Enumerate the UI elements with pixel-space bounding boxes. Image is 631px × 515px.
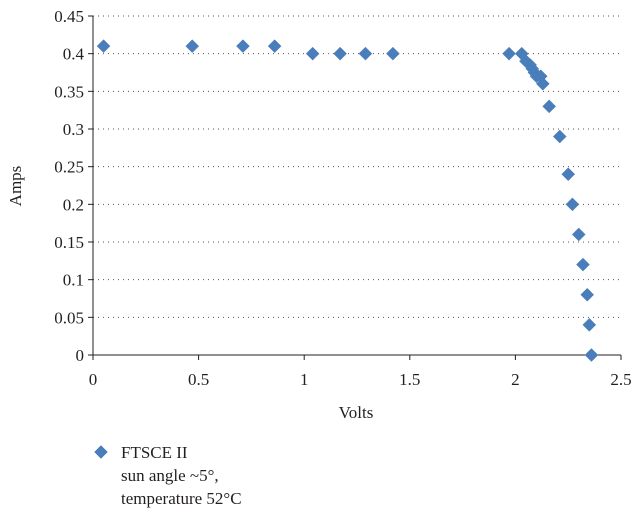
data-point <box>561 167 576 182</box>
x-tick-label: 0.5 <box>188 370 209 389</box>
y-tick-label: 0.25 <box>54 158 84 177</box>
legend-label-line: sun angle ~5°, <box>121 466 219 485</box>
data-point <box>565 197 580 212</box>
y-tick-label: 0.45 <box>54 7 84 26</box>
y-axis-title: Amps <box>6 166 25 207</box>
x-tick-label: 2.5 <box>610 370 631 389</box>
y-tick-label: 0.2 <box>63 195 84 214</box>
data-point <box>333 46 347 61</box>
y-tick-label: 0 <box>76 346 85 365</box>
data-point <box>305 46 320 61</box>
axes <box>88 15 622 360</box>
x-tick-label: 1.5 <box>399 370 420 389</box>
data-points <box>96 39 599 362</box>
data-point <box>571 227 586 242</box>
data-point <box>267 39 282 53</box>
y-tick-label: 0.35 <box>54 82 84 101</box>
data-point <box>502 46 516 61</box>
grid-lines <box>93 15 621 318</box>
x-tick-label: 2 <box>511 370 520 389</box>
data-point <box>542 99 557 114</box>
legend-label-line: temperature 52°C <box>121 489 242 508</box>
y-tick-label: 0.4 <box>63 45 85 64</box>
legend-label-line: FTSCE II <box>121 443 188 462</box>
data-point <box>536 76 550 91</box>
x-tick-label: 1 <box>300 370 309 389</box>
data-point <box>584 348 599 362</box>
data-point <box>576 257 590 272</box>
y-tick-label: 0.15 <box>54 233 84 252</box>
data-point <box>552 129 567 144</box>
y-tick-label: 0.05 <box>54 308 84 327</box>
tick-labels: 0 0.05 0.1 0.15 0.2 0.25 0.3 0.35 0.4 0.45 0 0.5 1 1.… <box>54 7 631 389</box>
y-tick-label: 0.1 <box>63 271 84 290</box>
legend: FTSCE II sun angle ~5°, temperature 52°C <box>94 443 242 508</box>
x-axis-title: Volts <box>339 403 374 422</box>
data-point <box>582 318 597 332</box>
data-point <box>580 287 595 302</box>
data-point <box>236 39 250 53</box>
legend-marker <box>94 445 108 459</box>
data-point <box>96 39 111 53</box>
y-tick-label: 0.3 <box>63 120 84 139</box>
x-tick-label: 0 <box>89 370 98 389</box>
data-point <box>386 46 400 61</box>
data-point <box>358 46 373 61</box>
data-point <box>185 39 200 53</box>
